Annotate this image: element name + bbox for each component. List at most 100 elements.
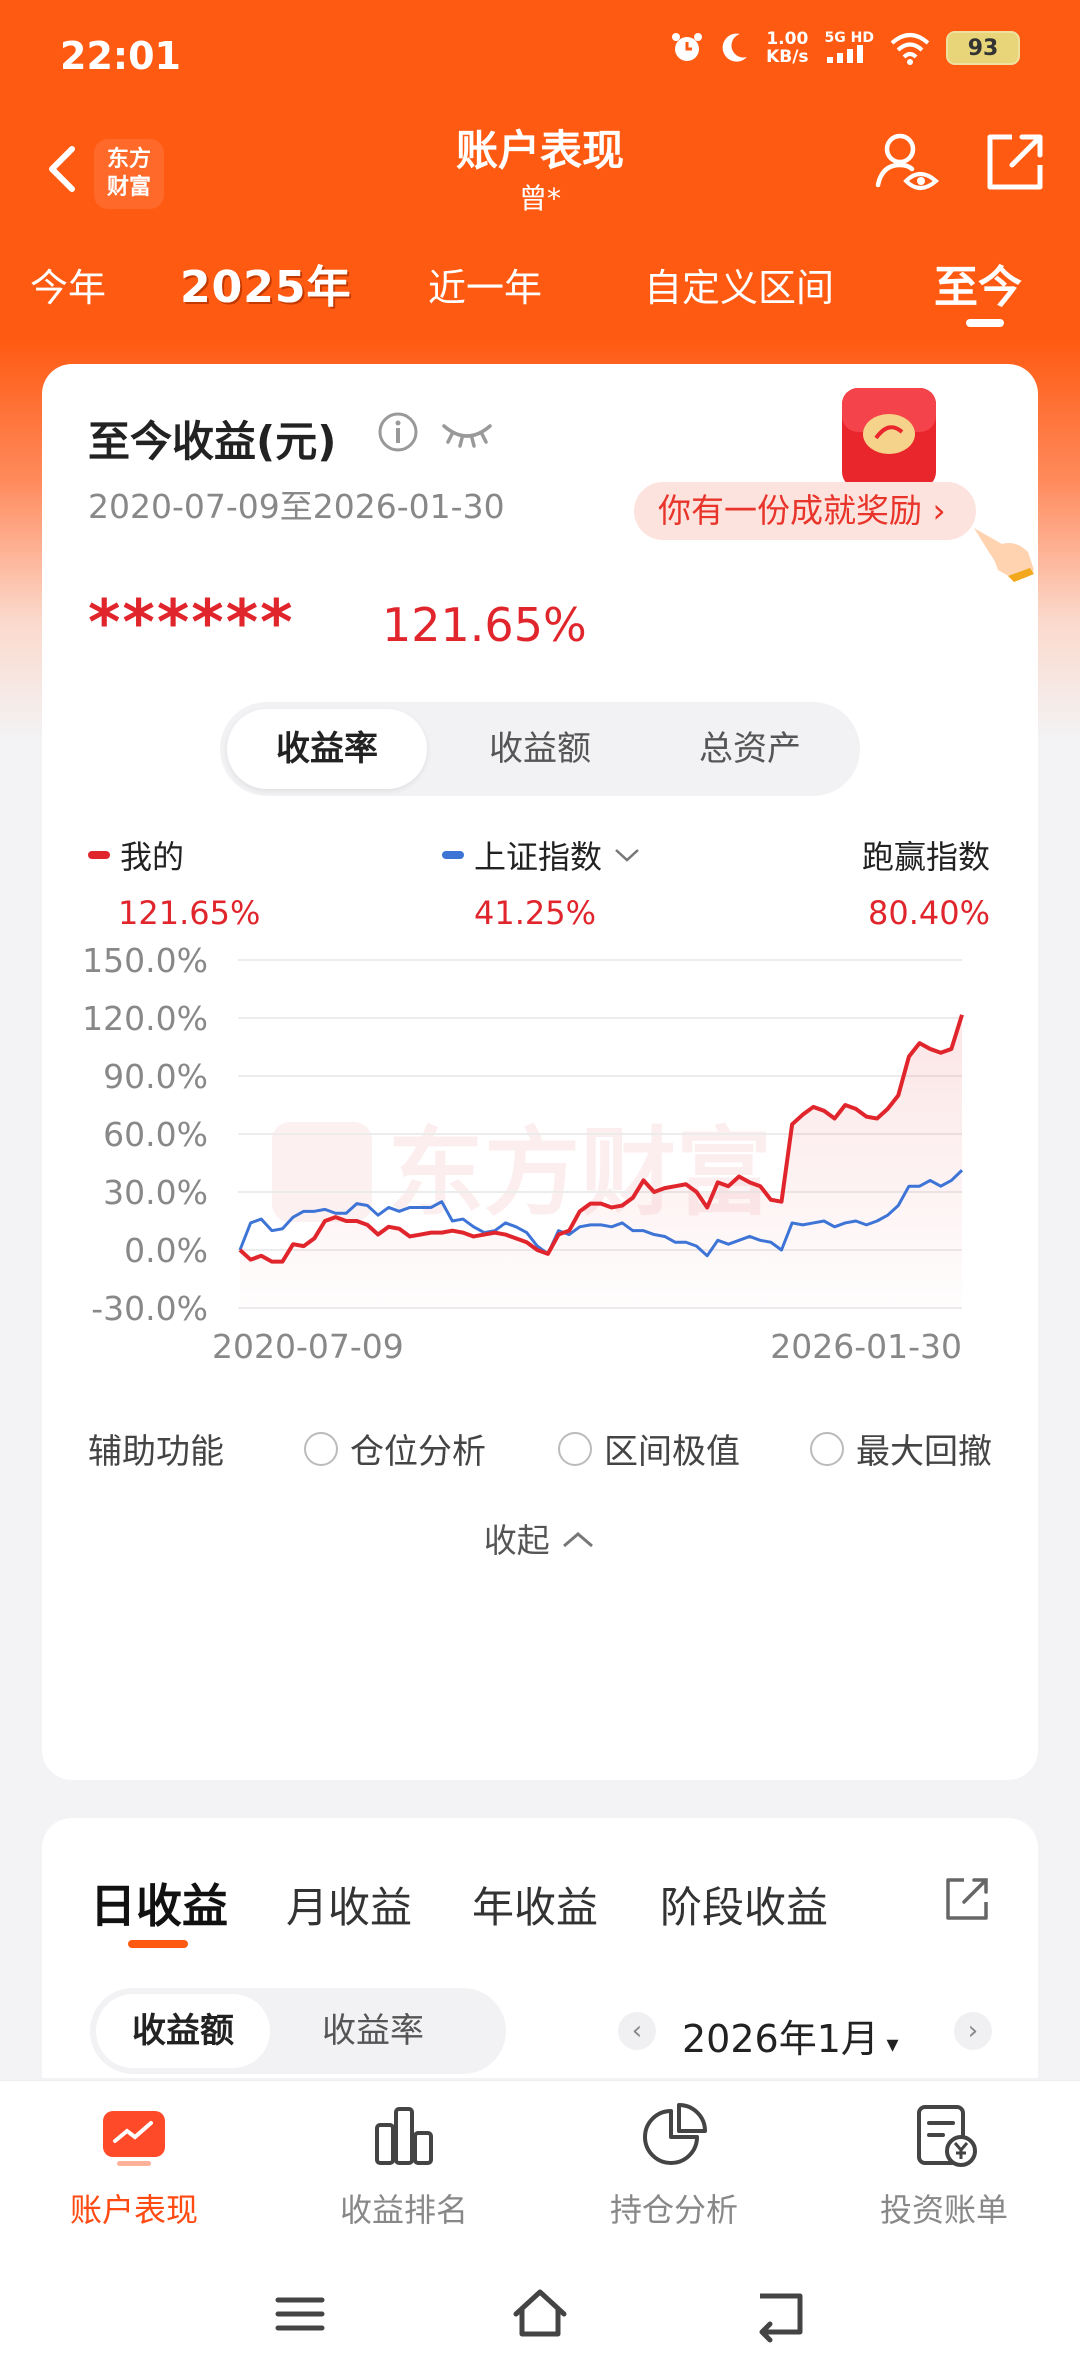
month-label: 2026年1月 bbox=[682, 2017, 879, 2061]
top-nav-bar: 东方 财富 账户表现 曾* bbox=[0, 115, 1080, 245]
tab-profit-amount[interactable]: 收益额 bbox=[96, 1994, 270, 2068]
menu-icon[interactable] bbox=[270, 2284, 330, 2344]
performance-chart-icon bbox=[103, 2111, 165, 2166]
tab-last-year[interactable]: 近一年 bbox=[428, 266, 543, 310]
series-line-mine bbox=[238, 1014, 964, 1264]
tab-daily-profit[interactable]: 日收益 bbox=[90, 1879, 228, 1933]
legend-index-label: 上证指数 bbox=[474, 838, 603, 876]
share-icon[interactable] bbox=[982, 129, 1048, 195]
net-speed: 1.00 KB/s bbox=[766, 30, 808, 66]
home-icon[interactable] bbox=[510, 2284, 570, 2344]
page-title: 账户表现 bbox=[455, 126, 624, 175]
option-range-extremes[interactable]: 区间极值 bbox=[558, 1424, 740, 1473]
signal-indicator: 5G HD bbox=[825, 31, 874, 66]
y-tick-label: 150.0% bbox=[82, 944, 208, 980]
y-tick-label: 30.0% bbox=[103, 1173, 208, 1212]
legend-mine-swatch bbox=[88, 851, 110, 859]
status-bar: 22:01 1.00 KB/s 5G HD 93 bbox=[0, 0, 1080, 115]
logo-text-bottom: 财富 bbox=[106, 175, 151, 200]
tab-since-inception[interactable]: 至今 bbox=[934, 262, 1022, 313]
radio-icon bbox=[304, 1431, 338, 1466]
tab-return-rate[interactable]: 收益率 bbox=[227, 709, 427, 789]
x-end-label: 2026-01-30 bbox=[770, 1327, 962, 1366]
tab-return-amount[interactable]: 收益额 bbox=[489, 729, 591, 769]
legend-mine-label: 我的 bbox=[120, 838, 185, 876]
performance-card: 至今收益(元) 2020-07-09至2026-01-30 你有一份成就奖励 ›… bbox=[42, 364, 1038, 1780]
nav-label: 账户表现 bbox=[69, 2191, 198, 2229]
y-tick-label: 0.0% bbox=[124, 1231, 208, 1270]
nav-account-performance[interactable]: 账户表现 bbox=[34, 2101, 234, 2231]
date-range: 2020-07-09至2026-01-30 bbox=[88, 487, 505, 526]
option-max-drawdown[interactable]: 最大回撤 bbox=[810, 1424, 992, 1473]
legend-beat-index: 跑赢指数 80.40% bbox=[862, 832, 990, 932]
nav-label: 投资账单 bbox=[879, 2191, 1008, 2229]
ranking-bars-icon bbox=[375, 2107, 433, 2165]
status-time: 22:01 bbox=[60, 34, 181, 78]
system-navigation-bar bbox=[0, 2260, 1080, 2376]
legend-index[interactable]: 上证指数 41.25% bbox=[442, 832, 642, 932]
reward-banner[interactable]: 你有一份成就奖励 › bbox=[634, 482, 976, 540]
pointing-hand-icon bbox=[974, 528, 1034, 582]
user-view-icon[interactable] bbox=[872, 129, 942, 199]
network-type: 5G HD bbox=[824, 29, 874, 46]
period-tabs: 今年 2025年 近一年 自定义区间 至今 bbox=[0, 245, 1080, 335]
account-owner: 曾* bbox=[518, 182, 561, 215]
legend-mine: 我的 121.65% bbox=[88, 832, 260, 932]
y-tick-label: 60.0% bbox=[103, 1115, 208, 1154]
return-line-chart[interactable]: 东方财富150.0%120.0%90.0%60.0%30.0%0.0%-30.0… bbox=[42, 944, 1038, 1404]
total-return-rate: 121.65% bbox=[382, 598, 587, 652]
back-arrow-icon[interactable] bbox=[38, 129, 86, 209]
logo-text-top: 东方 bbox=[106, 147, 151, 172]
option-label: 仓位分析 bbox=[350, 1432, 486, 1472]
legend-index-swatch bbox=[442, 851, 464, 859]
tab-2025[interactable]: 2025年 bbox=[180, 262, 352, 313]
tab-monthly-profit[interactable]: 月收益 bbox=[286, 1883, 413, 1932]
tab-this-year[interactable]: 今年 bbox=[30, 266, 107, 310]
tab-total-assets[interactable]: 总资产 bbox=[699, 729, 801, 769]
nav-label: 收益排名 bbox=[339, 2191, 468, 2229]
export-icon[interactable] bbox=[940, 1872, 994, 1926]
bill-icon bbox=[917, 2105, 977, 2167]
option-label: 最大回撤 bbox=[856, 1432, 992, 1472]
collapse-label: 收起 bbox=[483, 1521, 550, 1560]
chevron-down-icon bbox=[615, 849, 639, 862]
chevron-up-icon bbox=[563, 1532, 594, 1548]
nav-holdings-analysis[interactable]: 持仓分析 bbox=[574, 2101, 774, 2231]
hidden-profit-amount: ****** bbox=[88, 586, 295, 659]
tab-custom-range[interactable]: 自定义区间 bbox=[644, 266, 835, 310]
profit-segmented-control: 收益额 收益率 bbox=[90, 1988, 506, 2074]
chevron-right-icon: › bbox=[932, 491, 946, 530]
status-icons: 1.00 KB/s 5G HD 93 bbox=[670, 30, 1020, 66]
tab-active-indicator bbox=[966, 319, 1004, 327]
nav-profit-ranking[interactable]: 收益排名 bbox=[304, 2101, 504, 2231]
collapse-button[interactable]: 收起 bbox=[42, 1514, 1038, 1562]
tab-yearly-profit[interactable]: 年收益 bbox=[472, 1883, 599, 1932]
tab-profit-rate[interactable]: 收益率 bbox=[322, 2011, 424, 2051]
legend-beat-value: 80.40% bbox=[868, 894, 991, 932]
moon-icon bbox=[722, 33, 748, 62]
prev-month-button[interactable]: ‹ bbox=[618, 2012, 656, 2050]
profit-detail-card: 日收益 月收益 年收益 阶段收益 收益额 收益率 ‹ 2026年1月 ▾ › bbox=[42, 1818, 1038, 2078]
month-dropdown[interactable]: 2026年1月 ▾ bbox=[682, 2008, 899, 2063]
profit-tab-indicator bbox=[128, 1940, 188, 1948]
next-month-button[interactable]: › bbox=[954, 2012, 992, 2050]
info-icon[interactable] bbox=[376, 410, 420, 454]
option-position-analysis[interactable]: 仓位分析 bbox=[304, 1424, 486, 1473]
red-envelope-icon[interactable] bbox=[834, 382, 944, 492]
app-logo[interactable]: 东方 财富 bbox=[94, 139, 164, 209]
signal-icon bbox=[826, 44, 863, 63]
nav-investment-bill[interactable]: 投资账单 bbox=[844, 2101, 1044, 2231]
nav-label: 持仓分析 bbox=[609, 2191, 738, 2229]
watermark-logo-icon bbox=[272, 1122, 372, 1222]
aux-label: 辅助功能 bbox=[88, 1432, 224, 1472]
aux-functions: 辅助功能 仓位分析 区间极值 最大回撤 bbox=[88, 1424, 1008, 1474]
net-speed-unit: KB/s bbox=[766, 47, 809, 67]
legend-mine-value: 121.65% bbox=[118, 894, 261, 932]
hide-eye-icon[interactable] bbox=[440, 412, 494, 452]
wifi-icon bbox=[890, 33, 930, 65]
y-tick-label: -30.0% bbox=[91, 1289, 208, 1328]
series-line-index bbox=[238, 1169, 964, 1258]
tab-stage-profit[interactable]: 阶段收益 bbox=[660, 1883, 829, 1932]
back-icon[interactable] bbox=[750, 2284, 810, 2344]
battery-indicator: 93 bbox=[946, 31, 1020, 65]
